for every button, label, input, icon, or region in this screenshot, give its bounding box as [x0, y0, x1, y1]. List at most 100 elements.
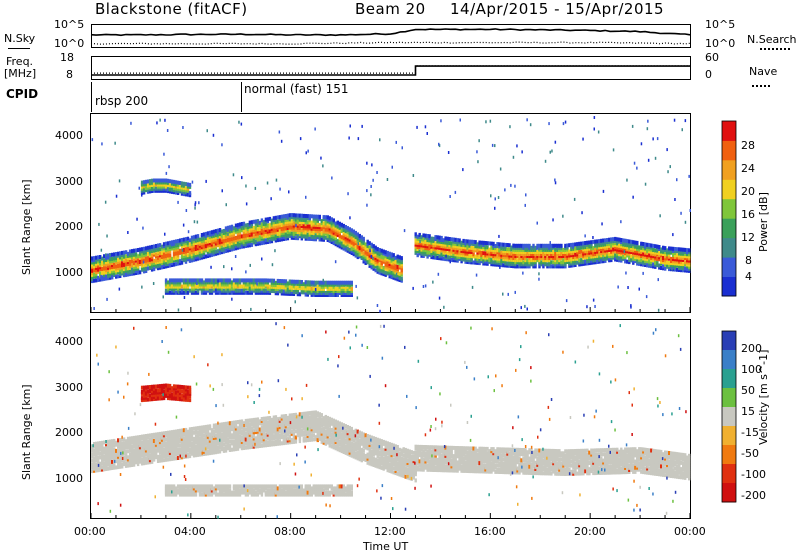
power-band-3-cell [490, 245, 493, 250]
power-band-0-cell [280, 223, 284, 227]
power-band-0-cell [158, 243, 162, 248]
power-band-0-cell [296, 213, 300, 218]
power-band-0-cell [386, 250, 389, 255]
power-speckle [356, 296, 359, 300]
velocity-band-0-cell [200, 437, 204, 442]
power-band-3-cell [600, 253, 603, 258]
velocity-band-0-cell [202, 429, 206, 434]
power-band-1-cell [296, 281, 300, 286]
power-band-3-cell [542, 256, 545, 261]
power-band-1-cell [246, 290, 250, 295]
velocity-band-0-cell [240, 421, 244, 426]
power-band-0-cell [172, 250, 176, 255]
power-band-1-cell [248, 286, 252, 291]
power-band-2-cell [150, 178, 154, 183]
power-band-3-cell [488, 257, 491, 262]
power-band-3-cell [544, 243, 547, 248]
power-band-3-cell [586, 251, 589, 256]
power-band-1-cell [246, 278, 250, 283]
power-band-0-cell [302, 228, 305, 233]
velocity-band-0-cell [154, 438, 158, 443]
velocity-band-0-cell [146, 448, 150, 453]
power-band-0-cell [218, 246, 222, 251]
velocity-band-0-cell [91, 444, 94, 449]
power-band-0-cell [282, 222, 286, 227]
power-band-3-cell [486, 257, 489, 262]
power-band-0-cell [107, 253, 110, 258]
power-band-3-cell [462, 257, 465, 262]
power-band-3-cell [590, 240, 593, 245]
velocity-band-0-cell [158, 450, 162, 455]
power-band-0-cell [99, 255, 102, 259]
velocity-band-0-cell [148, 454, 152, 458]
power-band-0-cell [140, 263, 144, 268]
power-band-3-cell [464, 241, 467, 246]
power-band-0-cell [380, 267, 383, 272]
power-band-0-cell [170, 258, 174, 263]
velocity-band-0-cell [107, 458, 110, 463]
power-band-0-cell [196, 254, 200, 259]
power-band-0-cell [388, 266, 391, 271]
power-band-3-cell [676, 263, 679, 268]
velocity-band-0-cell [144, 446, 148, 451]
power-speckle [521, 150, 523, 154]
power-band-3-cell [604, 252, 607, 257]
velocity-band-0-cell [101, 444, 104, 449]
power-speckle [372, 178, 374, 182]
power-band-3-cell [606, 240, 609, 245]
power-band-0-cell [204, 248, 208, 253]
power-band-0-cell [362, 243, 365, 247]
power-band-3-cell [550, 254, 553, 259]
power-band-1-cell [218, 278, 222, 283]
power-band-3-cell [448, 237, 451, 241]
power-band-0-cell [280, 229, 284, 234]
power-band-3-cell [582, 247, 585, 252]
power-band-3-cell [528, 247, 531, 252]
power-band-3-cell [638, 253, 641, 258]
power-band-3-cell [626, 251, 629, 256]
power-band-0-cell [302, 234, 305, 239]
velocity-band-0-cell [107, 460, 110, 465]
velocity-band-0-cell [178, 455, 182, 460]
power-band-0-cell [184, 255, 188, 260]
velocity-band-0-cell [212, 429, 216, 434]
power-band-0-cell [142, 263, 146, 268]
power-band-1-cell [272, 289, 276, 294]
power-band-1-cell [272, 287, 276, 291]
power-band-3-cell [504, 257, 507, 262]
velocity-band-0-cell [226, 446, 230, 451]
power-band-0-cell [370, 263, 373, 268]
power-band-1-cell [164, 284, 168, 289]
power-band-0-cell [122, 254, 126, 259]
power-band-0-cell [264, 219, 268, 224]
power-band-1-cell [324, 280, 327, 285]
velocity-band-0-cell [228, 421, 232, 426]
power-band-0-cell [212, 250, 216, 255]
power-band-1-cell [258, 278, 262, 283]
power-band-0-cell [97, 278, 100, 282]
power-band-0-cell [246, 239, 250, 244]
velocity-band-0-cell [182, 448, 186, 453]
power-band-3-cell [536, 254, 539, 259]
power-band-3-cell [682, 264, 685, 269]
power-band-0-cell [224, 230, 228, 235]
velocity-band-0-cell [105, 444, 108, 449]
power-band-0-cell [282, 218, 286, 223]
power-band-1-cell [164, 282, 168, 287]
power-band-3-cell [506, 255, 509, 260]
power-speckle [485, 120, 487, 124]
power-band-0-cell [378, 248, 381, 252]
velocity-band-0-cell [174, 443, 178, 448]
power-speckle [320, 156, 322, 160]
power-band-3-cell [500, 261, 503, 266]
power-band-0-cell [164, 254, 168, 259]
power-band-1-cell [312, 286, 315, 291]
power-band-3-cell [666, 254, 669, 259]
nsky-label: N.Sky [4, 32, 36, 45]
power-band-0-cell [230, 237, 234, 242]
velocity-band-0-cell [144, 458, 148, 463]
velocity-band-0-cell [244, 441, 248, 446]
power-band-3-cell [450, 249, 453, 254]
power-band-0-cell [184, 249, 188, 254]
velocity-band-0-cell [218, 435, 222, 440]
